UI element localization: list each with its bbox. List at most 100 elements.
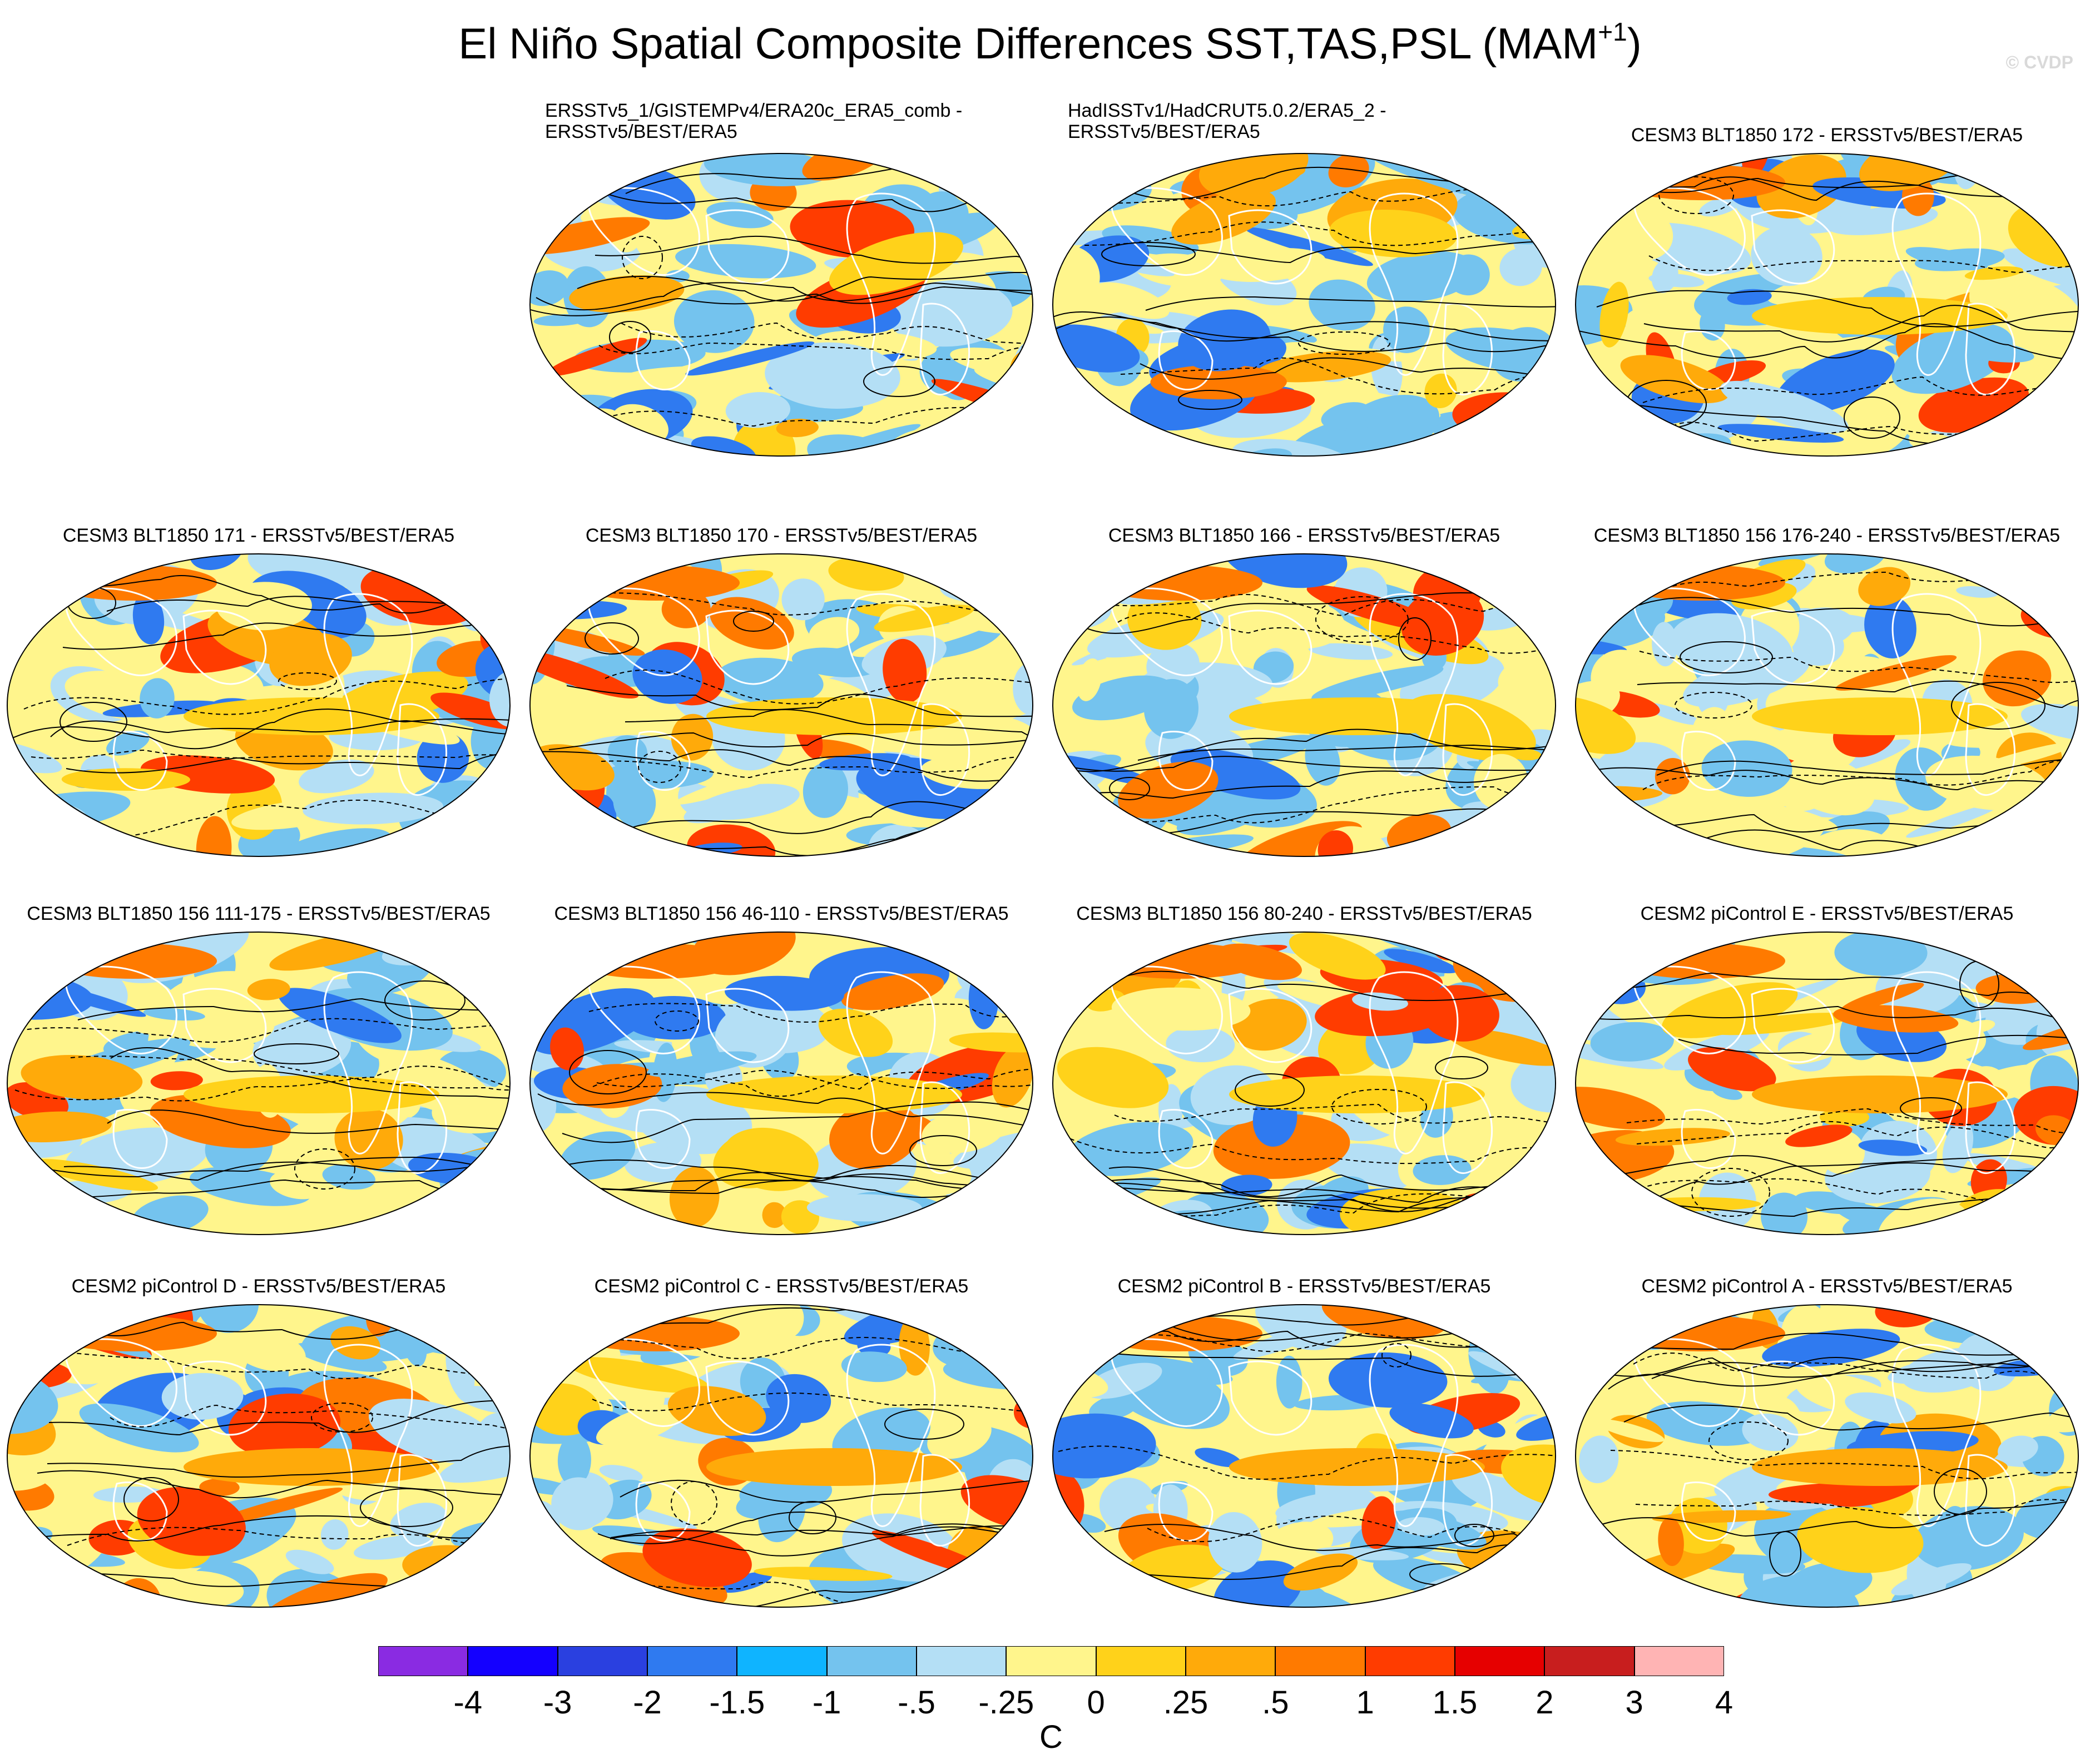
coastline bbox=[323, 1344, 413, 1527]
map-panel: CESM3 BLT1850 156 176-240 - ERSSTv5/BEST… bbox=[1568, 501, 2086, 873]
psl-closed-contour bbox=[1101, 242, 1196, 266]
psl-contour bbox=[1117, 970, 1556, 1002]
anomaly-patch bbox=[530, 932, 568, 979]
psl-contour bbox=[110, 1047, 510, 1099]
equatorial-pacific-anomaly bbox=[706, 697, 962, 735]
anomaly-patch bbox=[1708, 854, 1733, 856]
psl-contour bbox=[19, 1015, 510, 1043]
psl-contour bbox=[1589, 1332, 2078, 1356]
anomaly-patch bbox=[2009, 932, 2078, 955]
robinson-map bbox=[529, 1304, 1033, 1608]
anomaly-patch bbox=[1620, 355, 1730, 404]
anomaly-patch bbox=[1718, 424, 1844, 443]
coastline bbox=[323, 593, 413, 776]
anomaly-patch bbox=[1758, 554, 1853, 567]
anomaly-patch bbox=[550, 1027, 584, 1071]
anomaly-patch bbox=[1289, 933, 1386, 980]
anomaly-patch bbox=[269, 633, 352, 686]
anomaly-patch bbox=[704, 153, 832, 186]
colorbar-tick-label: .5 bbox=[1262, 1684, 1289, 1721]
anomaly-patch bbox=[1111, 987, 1251, 1031]
anomaly-patch bbox=[762, 554, 849, 576]
psl-contour bbox=[1607, 814, 2078, 833]
colorbar-swatch bbox=[468, 1646, 558, 1676]
anomaly-patch bbox=[2040, 153, 2078, 192]
anomaly-patch bbox=[418, 1305, 510, 1337]
map-panel: ERSSTv5_1/GISTEMPv4/ERA20c_ERA5_comb - ER… bbox=[523, 100, 1040, 473]
anomaly-patch bbox=[691, 436, 756, 456]
psl-contour bbox=[77, 1315, 510, 1341]
anomaly-patch bbox=[1053, 1204, 1124, 1235]
anomaly-patch bbox=[1318, 830, 1354, 856]
anomaly-patch bbox=[61, 768, 190, 791]
colorbar-swatch bbox=[557, 1646, 647, 1676]
psl-contour bbox=[1639, 651, 2078, 683]
anomaly-patch bbox=[140, 678, 175, 719]
psl-closed-contour bbox=[655, 1010, 699, 1032]
robinson-map bbox=[1575, 153, 2079, 457]
anomaly-patch bbox=[543, 157, 596, 196]
anomaly-patch bbox=[1053, 1181, 1099, 1231]
anomaly-patch bbox=[79, 1403, 199, 1453]
anomaly-patch bbox=[732, 419, 796, 456]
equatorial-pacific-anomaly bbox=[1752, 1448, 2008, 1486]
globe-outline bbox=[7, 1304, 511, 1608]
coastline bbox=[1369, 1344, 1459, 1527]
psl-closed-contour bbox=[254, 1043, 339, 1064]
psl-closed-contour bbox=[1844, 397, 1900, 439]
robinson-map bbox=[1052, 1304, 1556, 1608]
anomaly-patch bbox=[1447, 254, 1490, 296]
eurasia-warm-anomaly bbox=[50, 1316, 217, 1351]
psl-closed-contour bbox=[1680, 641, 1773, 673]
anomaly-patch bbox=[715, 657, 824, 705]
anomaly-patch bbox=[1699, 196, 1741, 217]
anomaly-patch bbox=[2021, 703, 2078, 741]
psl-contour bbox=[1635, 1499, 2078, 1518]
psl-contour bbox=[1117, 612, 1556, 654]
anomaly-patch bbox=[530, 1319, 579, 1375]
anomaly-patch bbox=[1888, 1354, 2000, 1384]
psl-contour bbox=[12, 1156, 510, 1178]
coastline bbox=[65, 587, 177, 676]
panel-title: HadISSTv1/HadCRUT5.0.2/ERA5_2 - ERSSTv5/B… bbox=[1068, 100, 1563, 142]
anomaly-patch bbox=[37, 849, 96, 856]
anomaly-patch bbox=[1510, 749, 1542, 761]
anomaly-patch bbox=[2046, 1398, 2078, 1433]
psl-contour bbox=[10, 1177, 510, 1199]
psl-closed-contour bbox=[384, 980, 465, 1020]
anomaly-patch bbox=[294, 1342, 387, 1372]
anomaly-patch bbox=[1576, 611, 1594, 641]
psl-closed-contour bbox=[1398, 617, 1432, 661]
anomaly-patch bbox=[1384, 949, 1458, 974]
anomaly-patch bbox=[1858, 567, 1911, 606]
cvdp-watermark: © CVDP bbox=[2005, 52, 2073, 72]
coastline bbox=[1442, 1454, 1493, 1547]
anomaly-patch bbox=[1077, 658, 1102, 701]
psl-contour bbox=[23, 677, 510, 715]
anomaly-patch bbox=[1053, 801, 1072, 850]
psl-contour bbox=[1576, 1349, 2078, 1378]
coastline bbox=[1891, 971, 1982, 1154]
coastline bbox=[1110, 1338, 1223, 1427]
psl-contour bbox=[1598, 1493, 2078, 1537]
anomaly-patch bbox=[1616, 445, 1726, 456]
panel-title: ERSSTv5_1/GISTEMPv4/ERA20c_ERA5_comb - ER… bbox=[545, 100, 1040, 142]
anomaly-patch bbox=[960, 1475, 1033, 1529]
panel-title-line1: CESM2 piControl E - ERSSTv5/BEST/ERA5 bbox=[1640, 903, 2014, 924]
anomaly-patch bbox=[546, 338, 647, 376]
psl-closed-contour bbox=[622, 236, 663, 279]
anomaly-patch bbox=[1701, 740, 1792, 797]
coastline bbox=[846, 1344, 936, 1527]
map-panel: HadISSTv1/HadCRUT5.0.2/ERA5_2 - ERSSTv5/B… bbox=[1046, 100, 1563, 473]
anomaly-patch bbox=[1764, 805, 1838, 831]
anomaly-patch bbox=[530, 1216, 539, 1233]
anomaly-patch bbox=[1576, 696, 1636, 754]
coastline bbox=[112, 730, 168, 791]
anomaly-patch bbox=[1427, 1585, 1462, 1607]
anomaly-patch bbox=[473, 786, 504, 845]
coastline bbox=[1633, 587, 1746, 676]
globe-outline bbox=[1052, 1304, 1556, 1608]
coastline bbox=[1633, 965, 1746, 1054]
equatorial-pacific-anomaly bbox=[1752, 697, 2008, 735]
coastline bbox=[846, 593, 936, 776]
